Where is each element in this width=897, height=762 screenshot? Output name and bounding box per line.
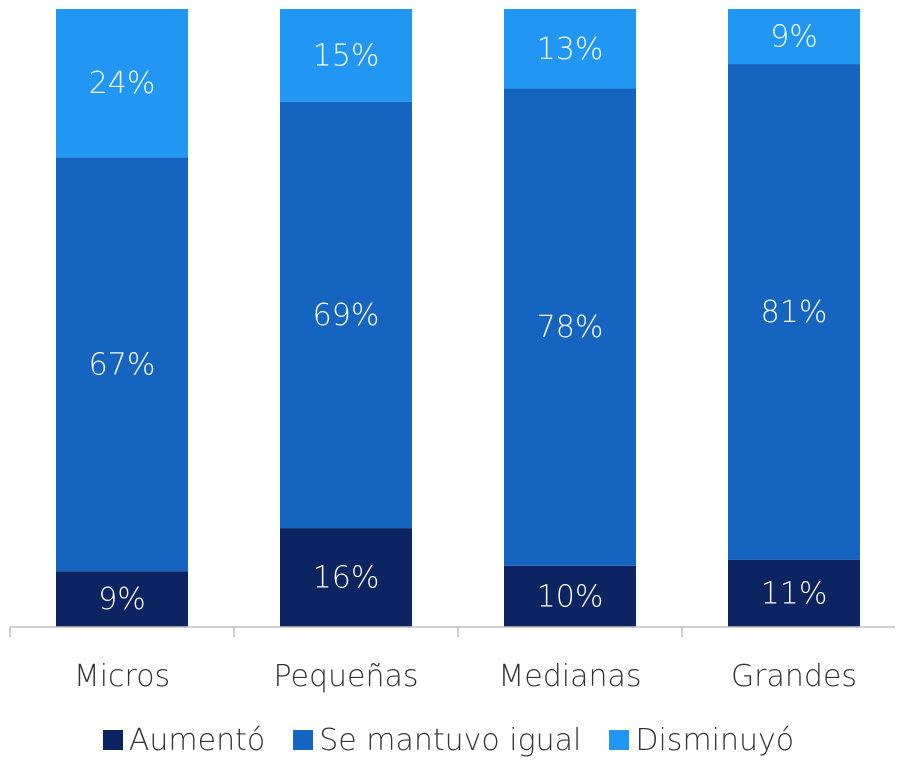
bar-micros-se-mantuvo-igual	[56, 157, 188, 572]
bar-grandes-se-mantuvo-igual	[728, 64, 860, 560]
bar-pequenas-disminuyo	[280, 9, 412, 102]
bar-pequenas-se-mantuvo-igual	[280, 101, 412, 529]
bar-grandes-aumento	[728, 559, 860, 627]
data-label-grandes-disminuyo: 9%	[770, 20, 818, 55]
stacked-bar-chart: 9% 67% 24% 16% 69% 15% 10% 78% 13% 11% 81% 9% Micro…	[9, 9, 895, 694]
legend-swatch-aumento	[102, 730, 123, 750]
legend-item-disminuyo: Disminuyó	[609, 723, 794, 758]
legend-label-disminuyo: Disminuyó	[635, 722, 795, 758]
legend-label-se-mantuvo-igual: Se mantuvo igual	[319, 722, 582, 758]
data-label-grandes-se-mantuvo-igual: 81%	[761, 295, 828, 330]
data-label-grandes-aumento: 11%	[761, 576, 828, 611]
bar-medianas-se-mantuvo-igual	[504, 88, 636, 566]
bar-grandes-disminuyo	[728, 9, 860, 65]
data-label-micros-aumento: 9%	[98, 582, 146, 617]
data-label-pequenas-aumento: 16%	[313, 561, 380, 596]
legend: Aumentó Se mantuvo igual Disminuyó	[0, 718, 897, 762]
data-label-medianas-se-mantuvo-igual: 78%	[537, 310, 604, 345]
data-label-micros-se-mantuvo-igual: 67%	[89, 347, 156, 382]
legend-label-aumento: Aumentó	[128, 722, 266, 758]
category-label-grandes: Grandes	[731, 659, 857, 694]
legend-item-se-mantuvo-igual: Se mantuvo igual	[293, 723, 581, 758]
category-label-medianas: Medianas	[498, 659, 641, 694]
category-label-micros: Micros	[74, 659, 170, 694]
data-label-micros-disminuyo: 24%	[89, 66, 156, 101]
legend-swatch-disminuyo	[609, 730, 630, 750]
bar-pequenas-aumento	[280, 528, 412, 627]
legend-swatch-se-mantuvo-igual	[293, 730, 314, 750]
data-label-pequenas-se-mantuvo-igual: 69%	[313, 298, 380, 333]
bar-micros-aumento	[56, 571, 188, 627]
category-labels: Micros Pequeñas Medianas Grandes	[74, 659, 857, 694]
bar-medianas-aumento	[504, 565, 636, 627]
data-label-pequenas-disminuyo: 15%	[313, 38, 380, 73]
bars-group: 9% 67% 24% 16% 69% 15% 10% 78% 13% 11% 81% 9%	[56, 9, 860, 627]
bar-micros-disminuyo	[56, 9, 188, 158]
data-label-medianas-aumento: 10%	[537, 579, 604, 614]
legend-item-aumento: Aumentó	[102, 722, 266, 758]
bar-medianas-disminuyo	[504, 9, 636, 89]
x-axis	[9, 626, 895, 637]
data-label-medianas-disminuyo: 13%	[537, 32, 604, 67]
category-label-pequenas: Pequeñas	[273, 659, 418, 694]
